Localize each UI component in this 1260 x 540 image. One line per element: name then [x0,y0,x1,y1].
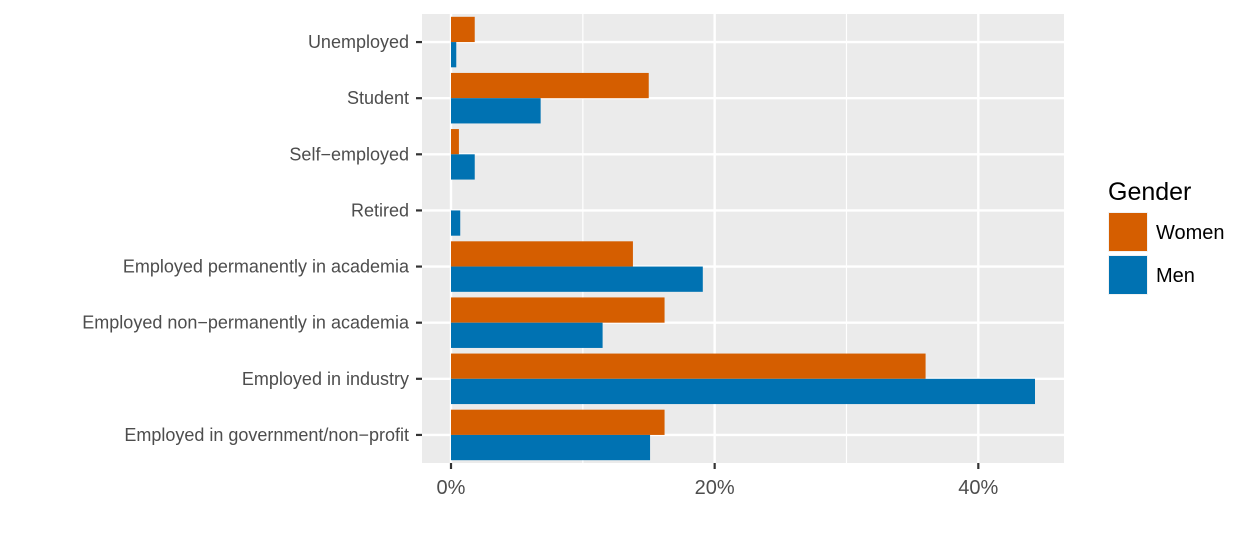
category-label: Self−employed [289,144,409,164]
bar-men [451,210,461,236]
legend-label: Men [1156,265,1195,287]
bar-women [451,297,665,323]
bar-women [451,241,633,267]
legend-key-women [1109,213,1147,251]
bar-women [451,16,475,43]
category-label: Unemployed [308,32,409,52]
bar-women [451,409,665,435]
category-label: Employed non−permanently in academia [82,313,410,333]
bar-men [451,154,475,180]
x-axis: 0% 20% 40% [437,463,999,499]
category-label: Employed in industry [242,369,409,389]
legend: Gender Women Men [1108,178,1225,295]
x-tick-label: 0% [437,477,466,499]
bar-men [451,266,703,292]
legend-label: Women [1156,222,1225,244]
bar-men [451,434,651,461]
bar-women [451,72,649,99]
bars [451,16,1035,461]
legend-key-men [1109,256,1147,294]
category-label: Retired [351,200,409,220]
category-label: Employed permanently in academia [123,257,410,277]
bar-men [451,98,541,124]
bar-women [451,353,926,379]
y-axis: Unemployed Student Self−employed Retired Emp… [82,32,422,445]
x-tick-label: 40% [958,477,998,499]
bar-men [451,378,1035,405]
bar-men [451,322,603,348]
bar-women [451,129,459,155]
category-label: Employed in government/non−profit [124,425,409,445]
category-label: Student [347,88,409,108]
legend-title: Gender [1108,178,1191,206]
bar-men [451,42,457,68]
x-tick-label: 20% [695,477,735,499]
